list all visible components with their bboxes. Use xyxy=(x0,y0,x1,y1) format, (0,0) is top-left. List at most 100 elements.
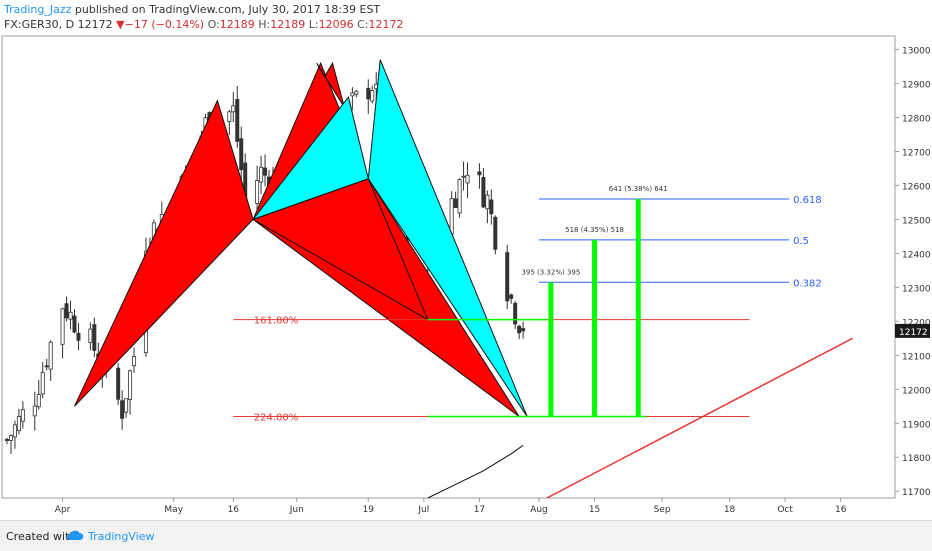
candle-down xyxy=(521,328,526,332)
x-tick-label: May xyxy=(164,505,183,515)
y-tick-label: 12000 xyxy=(902,386,931,396)
x-tick-label: 19 xyxy=(363,505,375,515)
fib-target-label: 0.5 xyxy=(793,236,809,247)
candle-up xyxy=(40,371,45,395)
candle-down xyxy=(505,252,510,302)
x-tick-label: 16 xyxy=(228,505,240,515)
candle-down xyxy=(513,302,518,325)
last-price: 12172 xyxy=(77,18,113,31)
candle-up xyxy=(36,394,41,408)
open-label: O: xyxy=(207,18,220,31)
published-text: published on TradingView.com, July 30, 2… xyxy=(74,3,381,16)
y-tick-label: 12200 xyxy=(902,318,931,328)
x-tick-label: Jun xyxy=(289,505,304,515)
candle-up xyxy=(132,356,137,367)
candle-up xyxy=(8,435,13,441)
candle-down xyxy=(366,87,371,100)
harmonic-red-triangle xyxy=(252,178,520,417)
high-value: 12189 xyxy=(270,18,306,31)
candle-up xyxy=(449,198,454,235)
x-tick-label: Apr xyxy=(55,505,71,515)
footer-bar: Created with TradingView xyxy=(0,520,932,551)
candle-down xyxy=(5,439,10,441)
candle-down xyxy=(64,303,69,319)
candle-down xyxy=(453,198,458,208)
candle-up xyxy=(485,194,490,210)
plot-frame xyxy=(1,35,896,499)
candle-up xyxy=(16,416,21,432)
y-tick-label: 12400 xyxy=(902,250,931,260)
target-bar xyxy=(592,239,598,417)
y-tick-label: 12600 xyxy=(902,182,931,192)
y-tick-label: 11700 xyxy=(902,488,931,498)
target-bar-label: 395 (3.32%) 395 xyxy=(521,268,580,276)
candle-up xyxy=(48,341,53,370)
tradingview-cloud-icon[interactable] xyxy=(66,528,84,542)
candle-up xyxy=(255,180,260,204)
fib-extension-label: 224.00% xyxy=(254,412,299,423)
last-price-label: 12172 xyxy=(899,328,928,338)
down-arrow-icon: ▼ xyxy=(116,18,125,31)
candle-up xyxy=(60,308,65,345)
x-tick-label: Sep xyxy=(654,505,671,515)
candle-up xyxy=(12,424,17,438)
candle-up xyxy=(32,405,37,417)
candle-up xyxy=(350,92,355,97)
fib-target-label: 0.618 xyxy=(793,195,822,206)
candle-up xyxy=(20,409,25,422)
candle-down xyxy=(116,367,121,400)
publish-line: Trading_Jazz published on TradingView.co… xyxy=(4,3,380,16)
harmonic-red-triangle xyxy=(316,61,345,108)
x-tick-label: 18 xyxy=(724,505,736,515)
author-link[interactable]: Trading_Jazz xyxy=(4,3,72,16)
tradingview-brand[interactable]: TradingView xyxy=(88,530,155,543)
candle-up xyxy=(231,105,236,113)
harmonic-cyan-triangle xyxy=(367,59,528,417)
candle-up xyxy=(370,90,375,102)
ohlc-line: FX:GER30, D 12172 ▼−17 (−0.14%) O:12189 … xyxy=(4,18,403,31)
open-value: 12189 xyxy=(219,18,255,31)
price-chart[interactable]: 11700 11800 11900 12000 12100 12200 12300 12400… xyxy=(0,34,932,520)
candle-up xyxy=(124,398,129,413)
candle-up xyxy=(457,179,462,214)
y-tick-label: 12700 xyxy=(902,149,931,159)
candle-up xyxy=(461,175,466,178)
candle-up xyxy=(227,111,232,122)
target-bar xyxy=(635,199,641,417)
y-tick-label: 12800 xyxy=(902,115,931,125)
harmonic-red-triangle xyxy=(74,99,254,407)
change-value: −17 (−0.14%) xyxy=(124,18,205,31)
candle-down xyxy=(477,171,482,176)
x-tick-label: 15 xyxy=(589,505,600,515)
low-value: 12096 xyxy=(318,18,354,31)
close-label: C: xyxy=(357,18,369,31)
candle-down xyxy=(517,325,522,334)
high-label: H: xyxy=(258,18,271,31)
x-tick-label: Aug xyxy=(530,505,548,515)
candle-up xyxy=(68,311,73,320)
y-tick-label: 12300 xyxy=(902,284,931,294)
fib-extension-label: 161.80% xyxy=(254,316,299,327)
fib-target-label: 0.382 xyxy=(793,278,822,289)
y-tick-label: 12100 xyxy=(902,352,931,362)
candle-down xyxy=(509,294,514,299)
candle-down xyxy=(76,332,81,341)
target-bar xyxy=(548,282,554,417)
candle-up xyxy=(259,166,264,183)
candle-down xyxy=(72,315,77,333)
target-bar-label: 518 (4.35%) 518 xyxy=(565,226,624,234)
harmonic-leg-line xyxy=(252,218,429,321)
x-tick-label: 16 xyxy=(835,505,847,515)
candle-down xyxy=(120,400,125,419)
y-tick-label: 12500 xyxy=(902,216,931,226)
candle-up xyxy=(88,328,93,344)
harmonic-cyan-triangle xyxy=(251,95,369,221)
x-tick-label: Jul xyxy=(417,505,429,515)
moving-average-line xyxy=(427,444,524,499)
chart-header: Trading_Jazz published on TradingView.co… xyxy=(0,0,932,34)
symbol-label[interactable]: FX:GER30, D xyxy=(4,18,75,31)
candle-down xyxy=(92,324,97,351)
x-tick-label: 17 xyxy=(474,505,485,515)
candle-down xyxy=(235,99,240,142)
candle-down xyxy=(493,216,498,250)
